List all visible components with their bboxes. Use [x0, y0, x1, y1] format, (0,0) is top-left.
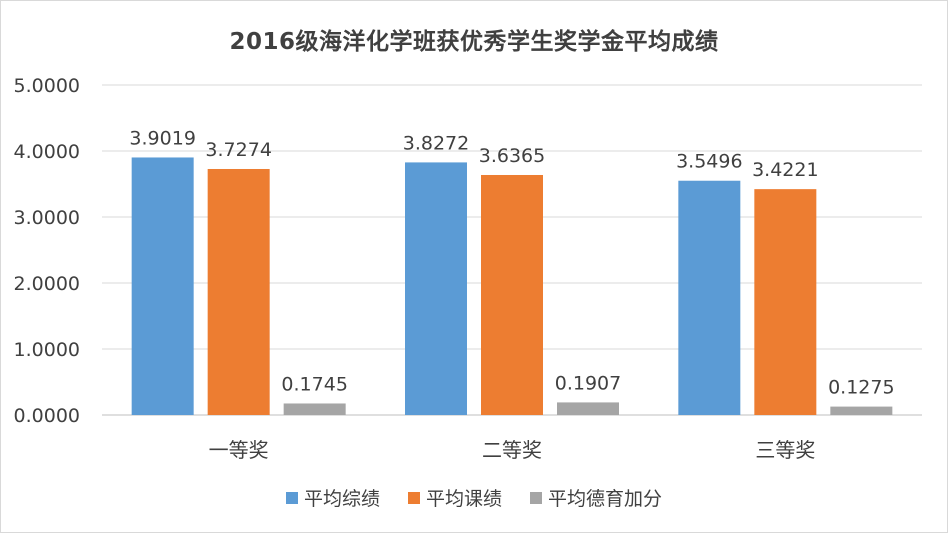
bar: [557, 402, 619, 415]
bar: [754, 189, 817, 415]
bar: [283, 403, 346, 415]
y-tick-label: 0.0000: [14, 405, 80, 427]
bar: [830, 406, 893, 415]
data-label: 3.7274: [205, 139, 271, 161]
y-tick-label: 2.0000: [14, 273, 80, 295]
y-tick-label: 4.0000: [14, 141, 80, 163]
chart-title: 2016级海洋化学班获优秀学生奖学金平均成绩: [229, 29, 719, 55]
legend-label: 平均德育加分: [548, 488, 662, 510]
legend-swatch: [408, 492, 420, 504]
data-label: 3.8272: [403, 132, 469, 154]
legend-swatch: [530, 492, 542, 504]
bar: [678, 180, 741, 415]
legend-label: 平均课绩: [426, 488, 502, 510]
legend-label: 平均综绩: [304, 488, 380, 510]
data-label: 0.1275: [828, 377, 894, 399]
y-tick-label: 3.0000: [14, 207, 80, 229]
data-label: 3.9019: [129, 127, 195, 149]
data-label: 0.1907: [555, 372, 621, 394]
x-category-label: 三等奖: [755, 438, 815, 462]
y-tick-label: 1.0000: [14, 339, 80, 361]
data-label: 3.6365: [479, 145, 545, 167]
x-category-label: 一等奖: [209, 438, 269, 462]
x-category-label: 二等奖: [482, 438, 542, 462]
bar: [207, 168, 270, 415]
data-label: 3.5496: [676, 151, 742, 173]
bar: [131, 157, 194, 415]
y-tick-label: 5.0000: [14, 75, 80, 97]
data-label: 3.4221: [752, 159, 818, 181]
data-label: 0.1745: [281, 373, 347, 395]
bar: [405, 162, 467, 415]
legend-swatch: [286, 492, 298, 504]
bar: [481, 174, 543, 415]
